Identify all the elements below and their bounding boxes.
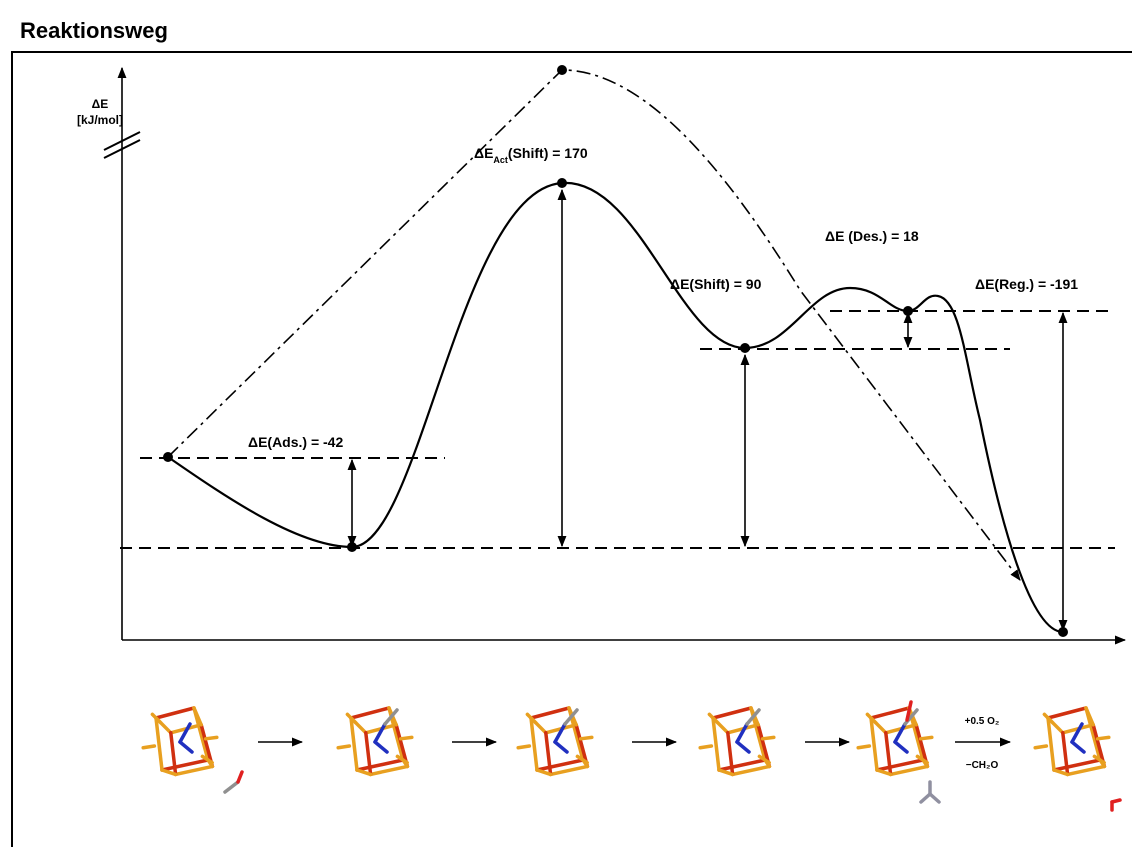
molecule-bond xyxy=(225,782,238,792)
molecule-bond xyxy=(763,737,774,738)
diagram: Reaktionsweg ΔE [kJ/mol] ΔE(Ads.) = -42 … xyxy=(0,0,1132,847)
molecule-bond xyxy=(375,742,387,752)
molecule-bond xyxy=(871,718,877,770)
molecule-bond xyxy=(921,794,930,802)
molecule-bond xyxy=(1048,718,1054,770)
title: Reaktionsweg xyxy=(20,18,168,43)
arrow-label: +0.5 O₂ xyxy=(965,716,1000,727)
molecule-bond xyxy=(858,746,869,748)
molecule-bond xyxy=(180,724,190,742)
molecule-bond xyxy=(156,708,194,718)
molecule-bond xyxy=(1035,746,1046,748)
molecule-bond xyxy=(338,746,349,748)
arrow-label: −CH₂O xyxy=(966,760,999,771)
molecule-bond xyxy=(156,718,162,770)
molecule-bond xyxy=(700,746,711,748)
annotation: ΔE(Ads.) = -42 xyxy=(248,434,343,450)
molecule-bond xyxy=(895,724,905,742)
molecule-bond xyxy=(1112,800,1120,802)
molecule-bond xyxy=(555,742,567,752)
molecule-bond xyxy=(737,742,749,752)
annotation: ΔE(Shift) = 90 xyxy=(670,276,762,292)
molecule-bond xyxy=(1072,742,1084,752)
molecule-bond xyxy=(930,794,939,802)
annotation: ΔEAct(Shift) = 170 xyxy=(474,145,588,165)
molecule-bond xyxy=(375,724,385,742)
molecule-bond xyxy=(206,737,217,738)
molecule-bond xyxy=(518,746,529,748)
molecule-bond xyxy=(531,718,537,770)
molecule-bond xyxy=(737,724,747,742)
molecule-bond xyxy=(531,708,569,718)
annotation-sub: Act xyxy=(493,155,508,165)
molecule-bond xyxy=(871,708,909,718)
annotation: ΔE (Des.) = 18 xyxy=(825,228,919,244)
molecule-bond xyxy=(1098,737,1109,738)
molecule-bond xyxy=(555,724,565,742)
annotation: ΔE(Reg.) = -191 xyxy=(975,276,1078,292)
molecule-bond xyxy=(180,742,192,752)
molecule-bond xyxy=(401,737,412,738)
molecule-bond xyxy=(1048,708,1086,718)
molecule-bond xyxy=(581,737,592,738)
axis-unit: [kJ/mol] xyxy=(77,113,123,127)
molecule-bond xyxy=(238,772,242,782)
molecule-bond xyxy=(143,746,154,748)
energy-arrows xyxy=(352,190,1063,630)
molecule-bond xyxy=(921,737,932,738)
annotation-part: ΔE xyxy=(474,145,493,161)
states xyxy=(163,65,1068,637)
molecule-bond xyxy=(351,708,389,718)
annotation-part: (Shift) = 170 xyxy=(508,145,588,161)
frame xyxy=(12,52,1132,847)
molecule-bond xyxy=(713,718,719,770)
molecule-bond xyxy=(1072,724,1082,742)
molecule-bond xyxy=(895,742,907,752)
molecule-bond xyxy=(713,708,751,718)
molecule-bond xyxy=(351,718,357,770)
reaction-path xyxy=(168,183,1063,632)
axis-label: ΔE xyxy=(92,97,109,111)
alternative-path xyxy=(168,70,1020,580)
